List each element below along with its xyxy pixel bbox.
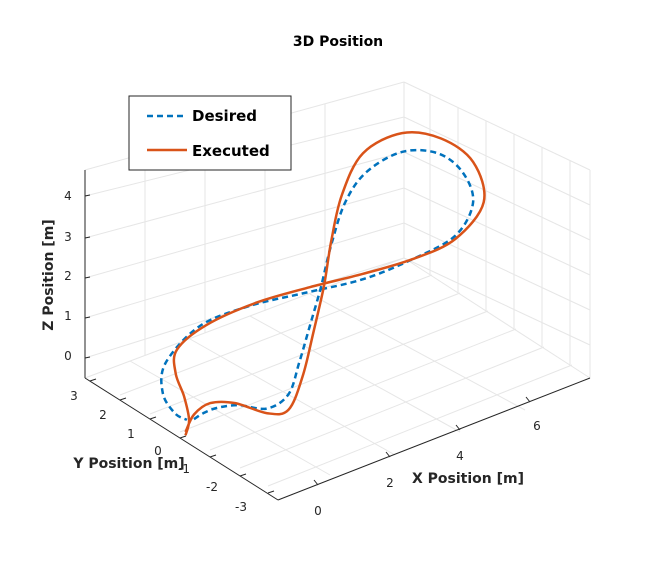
series-line-executed bbox=[172, 131, 486, 436]
y-tick-label: 3 bbox=[70, 389, 78, 403]
x-tick-label: 6 bbox=[533, 419, 541, 433]
legend-label-desired: Desired bbox=[192, 107, 257, 125]
chart-tick-marks bbox=[84, 194, 531, 494]
z-tick-label: 4 bbox=[64, 189, 72, 203]
chart-axes bbox=[84, 170, 591, 501]
legend-label-executed: Executed bbox=[192, 142, 270, 160]
x-tick-label: 4 bbox=[456, 449, 464, 463]
z-tick-label: 2 bbox=[64, 269, 72, 283]
y-tick-label: 2 bbox=[99, 408, 107, 422]
z-tick-label: 1 bbox=[64, 309, 72, 323]
chart-title: 3D Position bbox=[293, 34, 383, 50]
y-tick-label: -1 bbox=[178, 462, 190, 476]
x-tick-label: 0 bbox=[314, 504, 322, 518]
legend-box bbox=[128, 95, 292, 171]
z-axis-label: Z Position [m] bbox=[41, 219, 57, 330]
z-tick-label: 3 bbox=[64, 230, 72, 244]
chart-grid bbox=[84, 81, 591, 487]
chart-tick-labels: 0 1 2 3 4 3 2 1 0 -1 -2 -3 0 2 4 6 bbox=[64, 189, 541, 518]
y-tick-label: -2 bbox=[206, 480, 218, 494]
y-tick-label: 0 bbox=[154, 444, 162, 458]
x-tick-label: 2 bbox=[386, 476, 394, 490]
y-tick-label: -3 bbox=[235, 500, 247, 514]
series-line-desired bbox=[160, 148, 475, 422]
y-axis-label: Y Position [m] bbox=[72, 456, 184, 472]
z-tick-label: 0 bbox=[64, 349, 72, 363]
chart-series bbox=[160, 131, 486, 436]
y-tick-label: 1 bbox=[127, 427, 135, 441]
legend: Desired Executed bbox=[128, 95, 292, 171]
x-axis-label: X Position [m] bbox=[412, 471, 524, 487]
